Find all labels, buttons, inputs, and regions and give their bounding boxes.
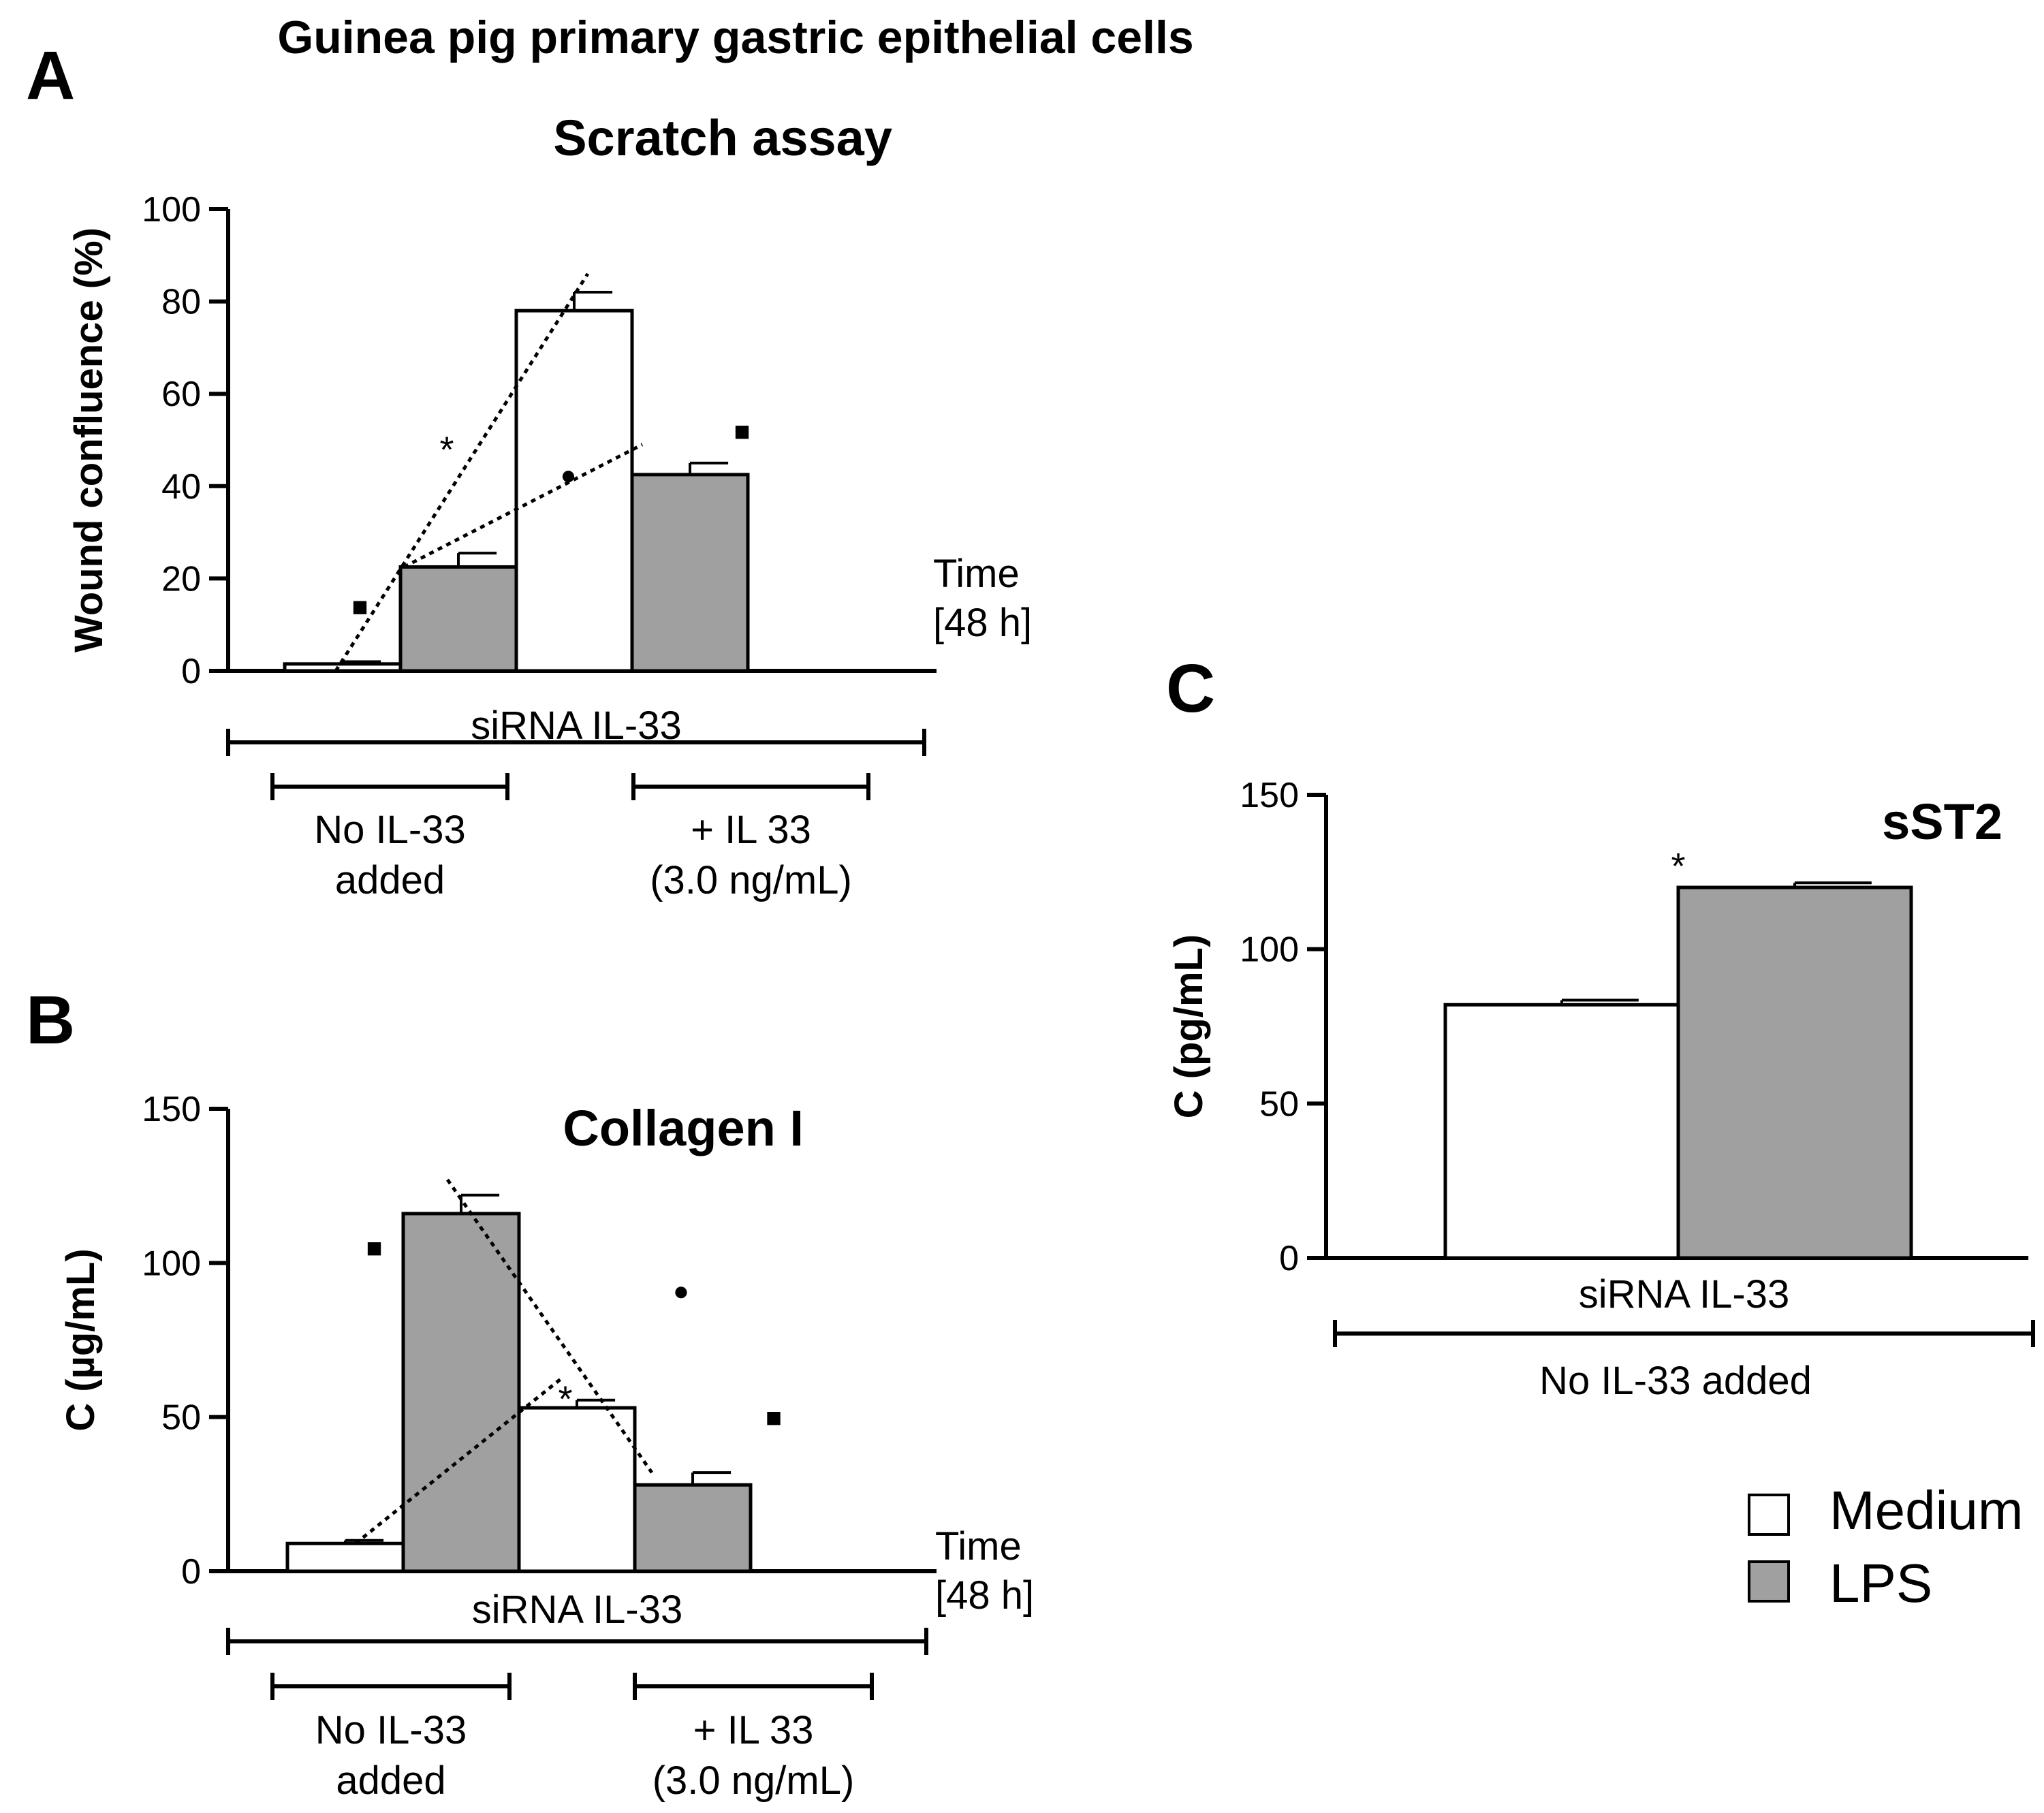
panel-c-subgroup-label-0-0: No IL-33 added xyxy=(1539,1359,1812,1403)
panel-letter-c: C xyxy=(1166,650,1215,727)
panel-c-ylabel: C (pg/mL) xyxy=(1167,934,1211,1119)
panel-a-annotation-3: ■ xyxy=(734,416,750,446)
panel-c-bar-medium-0 xyxy=(1443,1003,1680,1260)
legend-swatch-medium xyxy=(1748,1494,1790,1536)
panel-c-sst2: 0 50 100 150 C (pg/mL) sST2 * siRNA IL-33 No IL-… xyxy=(1167,776,2035,1403)
panel-b-annotation-0: * xyxy=(558,1378,572,1419)
panel-b-bar-medium-1 xyxy=(517,1406,637,1573)
legend-label-medium: Medium xyxy=(1829,1480,2024,1541)
panel-b-annotation-2: ■ xyxy=(366,1233,382,1263)
panel-a-subgroup-label-1-0: + IL 33 xyxy=(691,808,811,852)
panel-b-collagen-i: 0 50 100 150 C (µg/mL) Collagen I * ● ■ ■ Time [48 … xyxy=(59,1090,1034,1803)
panel-a-bar-lps-1 xyxy=(630,473,750,673)
panel-c-group-label: siRNA IL-33 xyxy=(1579,1272,1789,1317)
panel-c-ytick-label-1: 50 xyxy=(1259,1084,1299,1124)
panel-b-annotation-1: ● xyxy=(673,1276,689,1306)
panel-b-ytick-label-2: 100 xyxy=(142,1244,201,1283)
panel-a-annotation-0: * xyxy=(439,429,454,470)
panel-b-ylabel: C (µg/mL) xyxy=(59,1248,103,1432)
panel-a-subgroup-label-0-1: added xyxy=(335,858,445,902)
panel-a-scratch-assay: 0 20 40 60 80 100 Wound confluence (%) Scratch … xyxy=(67,110,1032,902)
panel-letter-b: B xyxy=(26,982,75,1058)
panel-b-annotation-3: ■ xyxy=(766,1403,782,1433)
panel-b-trend-medium xyxy=(354,1375,565,1545)
panel-c-title: sST2 xyxy=(1882,793,2002,850)
panel-b-bar-lps-0 xyxy=(401,1212,521,1573)
panel-a-ylabel: Wound confluence (%) xyxy=(67,227,111,652)
panel-b-group-label: siRNA IL-33 xyxy=(472,1588,682,1632)
panel-a-ytick-label-2: 40 xyxy=(161,467,201,507)
panel-a-bar-medium-0 xyxy=(283,662,403,673)
panel-c-bar-lps-0 xyxy=(1676,885,1913,1260)
legend: Medium LPS xyxy=(1748,1480,2024,1613)
panel-b-ytick-label-0: 0 xyxy=(181,1552,201,1592)
legend-swatch-lps xyxy=(1748,1560,1790,1603)
panel-b-time-value: [48 h] xyxy=(935,1573,1034,1618)
panel-a-time-label: Time xyxy=(933,552,1020,596)
figure-title: Guinea pig primary gastric epithelial ce… xyxy=(277,12,1193,63)
panel-b-subgroup-label-1-0: + IL 33 xyxy=(693,1708,814,1752)
panel-b-bar-medium-0 xyxy=(285,1541,405,1573)
panel-a-title: Scratch assay xyxy=(553,110,892,166)
panel-c-ytick-label-3: 150 xyxy=(1240,776,1299,815)
panel-b-ytick-label-3: 150 xyxy=(142,1090,201,1129)
panel-a-ytick-label-0: 0 xyxy=(181,652,201,691)
panel-c-annotation-0: * xyxy=(1671,846,1685,887)
panel-b-time-label: Time xyxy=(935,1524,1022,1568)
panel-b-subgroup-label-0-1: added xyxy=(336,1759,445,1803)
panel-a-annotation-2: ■ xyxy=(351,592,368,622)
panel-b-subgroup-label-1-1: (3.0 ng/mL) xyxy=(652,1759,855,1803)
panel-a-subgroup-label-1-1: (3.0 ng/mL) xyxy=(650,858,852,902)
panel-a-ytick-label-1: 20 xyxy=(161,559,201,599)
panel-c-ytick-label-0: 0 xyxy=(1279,1239,1299,1278)
panel-b-title: Collagen I xyxy=(563,1100,804,1156)
panel-c-ytick-label-2: 100 xyxy=(1240,930,1299,970)
panel-a-ytick-label-3: 60 xyxy=(161,375,201,414)
panel-a-ytick-label-5: 100 xyxy=(142,190,201,230)
panel-a-bar-lps-0 xyxy=(398,565,518,673)
panel-b-ytick-label-1: 50 xyxy=(161,1398,201,1438)
panel-a-trend-medium xyxy=(334,272,590,672)
panel-a-trend-lps xyxy=(403,443,644,569)
panel-b-bar-lps-1 xyxy=(633,1483,753,1573)
panel-b-trend-lps xyxy=(445,1178,654,1474)
panel-a-ytick-label-4: 80 xyxy=(161,283,201,322)
panel-a-bar-medium-1 xyxy=(514,309,634,673)
panel-letter-a: A xyxy=(26,37,75,114)
panel-a-subgroup-label-0-0: No IL-33 xyxy=(314,808,465,852)
legend-label-lps: LPS xyxy=(1829,1553,1932,1613)
panel-a-annotation-1: ● xyxy=(560,460,576,490)
panel-a-time-value: [48 h] xyxy=(933,601,1032,645)
panel-b-subgroup-label-0-0: No IL-33 xyxy=(315,1708,467,1752)
